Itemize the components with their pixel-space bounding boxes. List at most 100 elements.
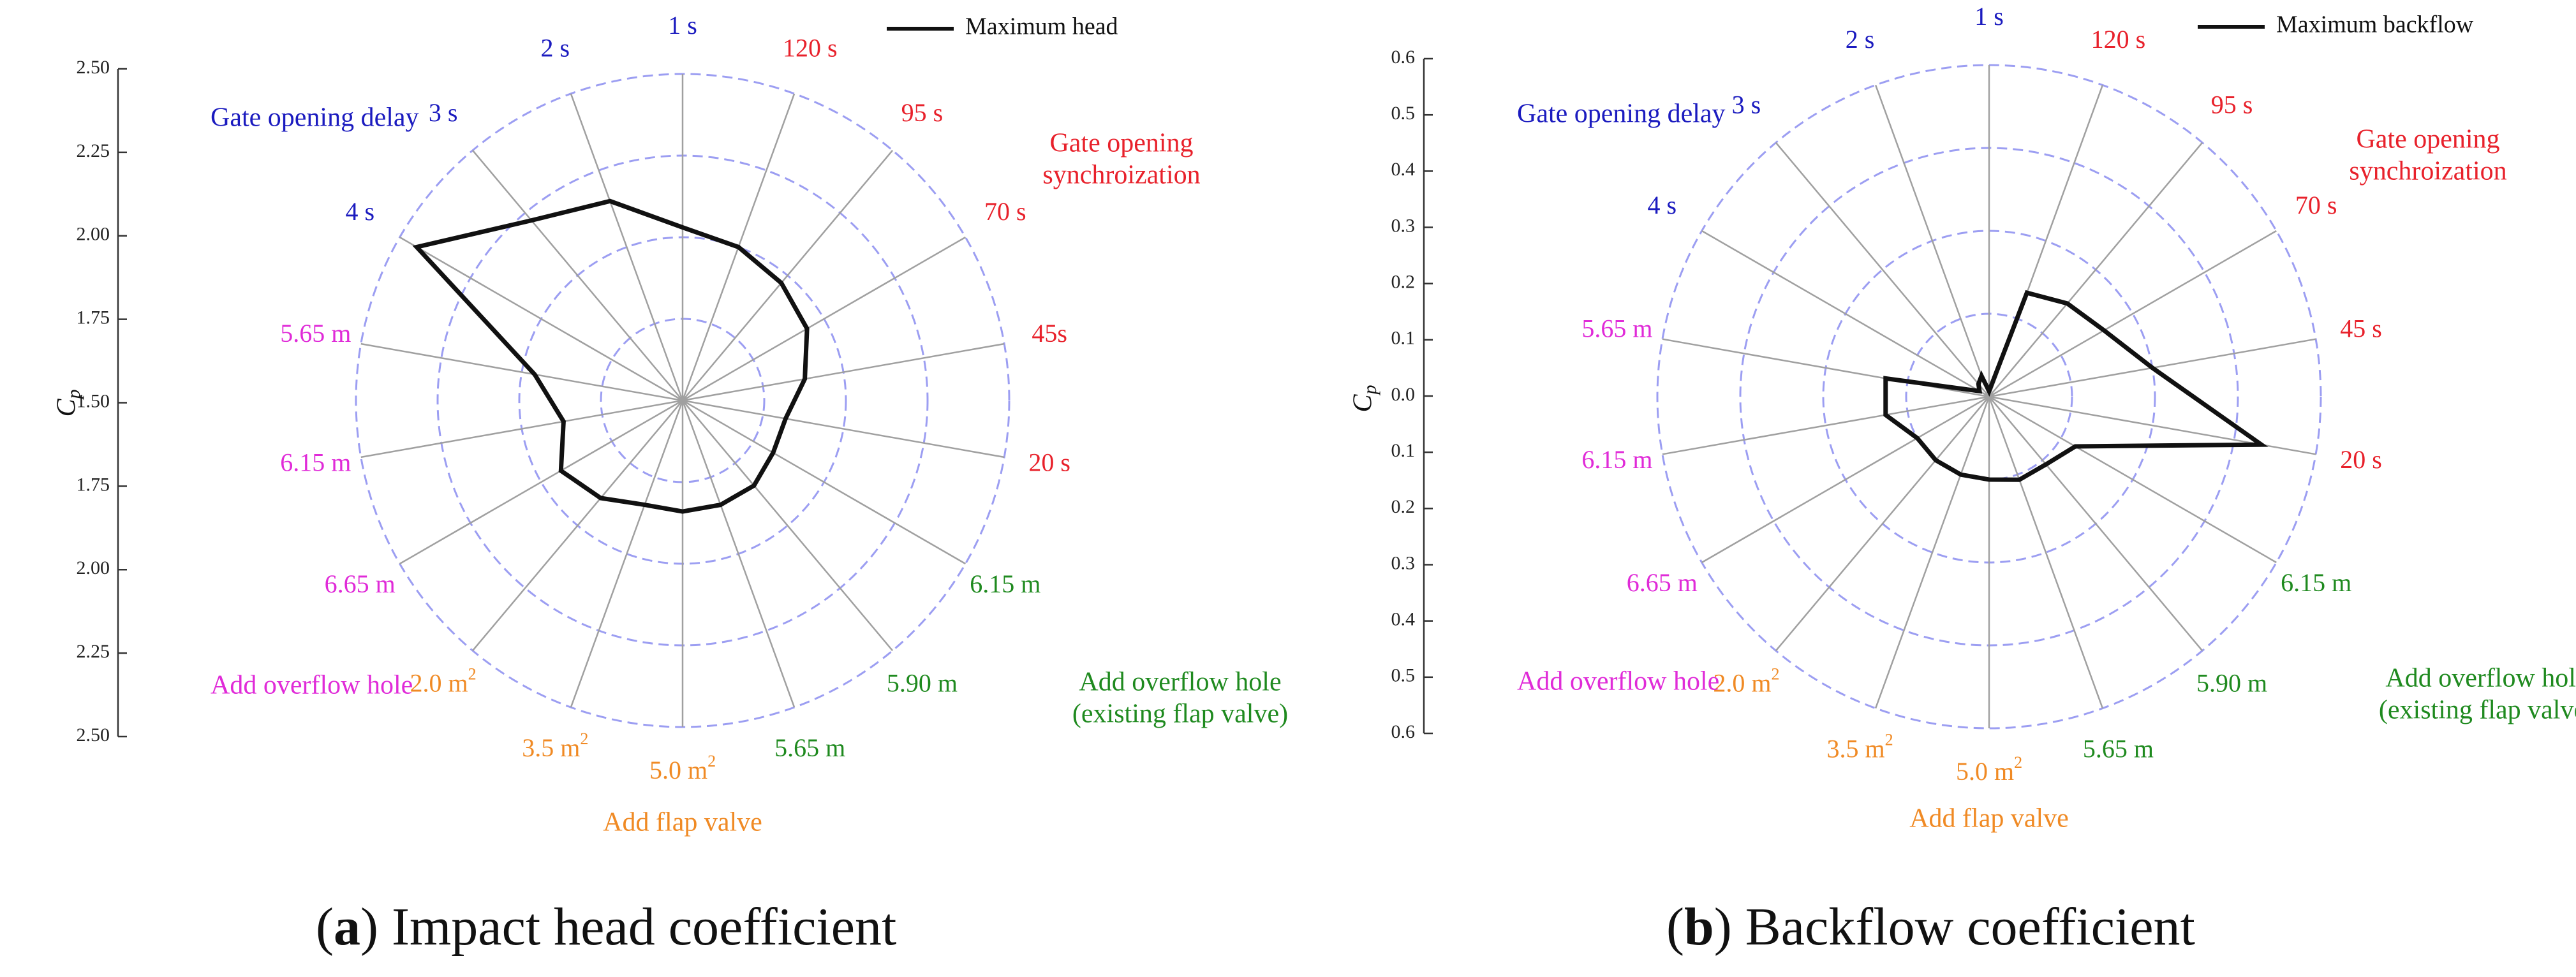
spoke-11	[570, 400, 684, 708]
caption-a: (a) Impact head coefficient	[316, 897, 897, 957]
y-tick-label: 0.2	[1391, 496, 1416, 517]
y-tick-label: 0.1	[1391, 440, 1416, 461]
group-label-hole_flap: (existing flap valve)	[1072, 700, 1288, 729]
category-label: 6.15 m	[2281, 568, 2351, 597]
category-label: 5.0 m2	[649, 752, 716, 784]
group-label-sync: synchroization	[1042, 161, 1200, 190]
category-label: 6.65 m	[325, 569, 396, 598]
data-series-line	[412, 198, 810, 514]
spoke-8	[1988, 396, 2203, 652]
y-tick-label: 2.50	[77, 724, 110, 746]
y-tick-label: 1.75	[77, 474, 110, 495]
category-label: 95 s	[901, 98, 944, 127]
spoke-6	[682, 399, 1005, 459]
group-label-sync: synchroization	[2349, 157, 2506, 186]
y-tick-label: 1.50	[77, 390, 110, 411]
y-tick-label: 0.4	[1391, 609, 1416, 630]
y-tick-label: 0.5	[1391, 103, 1416, 124]
y-tick-label: 0.6	[1391, 721, 1416, 742]
category-label: 70 s	[2295, 191, 2337, 219]
category-label: 95 s	[2211, 91, 2253, 119]
spoke-8	[682, 400, 894, 652]
category-label: 5.90 m	[2196, 669, 2267, 698]
spoke-16	[1701, 230, 1990, 398]
category-label: 5.65 m	[774, 733, 845, 762]
legend-label: Maximum backflow	[2276, 11, 2474, 38]
category-label: 3.5 m2	[522, 730, 588, 762]
category-label: 1 s	[1974, 2, 2004, 31]
spoke-17	[471, 149, 683, 401]
spoke-3	[1988, 142, 2203, 397]
category-label: 20 s	[2340, 445, 2382, 474]
category-label: 120 s	[783, 33, 838, 62]
y-axis-label: Cp	[1349, 385, 1381, 412]
category-label: 5.65 m	[2083, 734, 2154, 763]
category-label: 3 s	[1732, 91, 1761, 119]
spoke-18	[1874, 84, 1990, 397]
category-label: 5.90 m	[887, 669, 958, 698]
group-label-sync: Gate opening	[2356, 125, 2499, 154]
y-tick-label: 0.3	[1391, 215, 1416, 236]
spoke-9	[681, 400, 796, 708]
category-label: 4 s	[345, 197, 374, 226]
group-label-hole: Add overflow hole	[211, 671, 413, 700]
group-label-delay: Gate opening delay	[1517, 99, 1726, 129]
spoke-3	[682, 149, 894, 401]
group-label-delay: Gate opening delay	[211, 103, 419, 133]
spoke-7	[682, 399, 966, 565]
y-tick-label: 2.50	[77, 57, 110, 78]
caption-b-text: Backflow coefficient	[1745, 897, 2195, 957]
spoke-4	[682, 236, 966, 402]
category-label: 45s	[1032, 319, 1067, 348]
category-label: 2.0 m2	[410, 665, 477, 697]
group-label-sync: Gate opening	[1049, 129, 1193, 158]
y-tick-label: 1.75	[77, 307, 110, 328]
category-label: 6.65 m	[1627, 568, 1698, 597]
spoke-7	[1988, 395, 2277, 564]
category-label: 120 s	[2091, 25, 2146, 54]
spoke-12	[1775, 396, 1990, 652]
y-tick-label: 0.1	[1391, 328, 1416, 349]
spoke-9	[1988, 396, 2104, 709]
y-tick-label: 0.5	[1391, 665, 1416, 686]
spoke-14	[360, 399, 683, 459]
y-tick-label: 2.00	[77, 224, 110, 245]
category-label: 6.15 m	[1581, 445, 1652, 474]
group-label-hole: Add overflow hole	[1517, 667, 1719, 696]
category-label: 45 s	[2340, 314, 2382, 342]
group-label-hole_flap: Add overflow hole	[1079, 668, 1281, 697]
spoke-15	[360, 342, 683, 402]
category-label: 1 s	[668, 11, 697, 40]
caption-b: (b) Backflow coefficient	[1666, 897, 2195, 957]
category-label: 4 s	[1648, 191, 1677, 219]
y-tick-label: 2.25	[77, 641, 110, 662]
spoke-18	[570, 93, 684, 401]
spoke-17	[1775, 142, 1990, 397]
spoke-13	[399, 399, 683, 565]
radar-chart-b: 1 s 120 s 95 s 70 s 45 s 20 s 6.15 m 5.90 m 5.65…	[1349, 2, 2576, 833]
y-tick-label: 0.0	[1391, 384, 1416, 405]
category-label: 3.5 m2	[1826, 730, 1893, 763]
y-tick-label: 0.3	[1391, 552, 1416, 573]
spoke-14	[1662, 395, 1990, 455]
y-tick-label: 2.25	[77, 140, 110, 161]
category-label: 70 s	[984, 197, 1026, 226]
spoke-5	[682, 342, 1005, 402]
category-label: 5.65 m	[1581, 314, 1652, 342]
category-label: 2 s	[1846, 25, 1875, 54]
data-series-line	[1883, 290, 2269, 482]
category-label: 3 s	[429, 98, 458, 127]
category-label: 5.0 m2	[1956, 753, 2022, 786]
spoke-13	[1701, 395, 1990, 564]
caption-a-letter: a	[333, 897, 360, 957]
category-label: 6.15 m	[970, 569, 1040, 598]
category-label: 6.15 m	[280, 448, 351, 477]
radar-chart-a: 1 s 120 s 95 s 70 s 45s 20 s 6.15 m 5.90 m 5.65 …	[52, 11, 1288, 837]
group-label-hole_flap: (existing flap valve)	[2379, 696, 2576, 725]
y-tick-label: 0.4	[1391, 159, 1416, 180]
caption-b-letter: b	[1684, 897, 1714, 957]
y-tick-label: 2.00	[77, 557, 110, 578]
group-label-hole_flap: Add overflow hole	[2385, 664, 2576, 693]
group-label-flap: Add flap valve	[603, 808, 762, 837]
